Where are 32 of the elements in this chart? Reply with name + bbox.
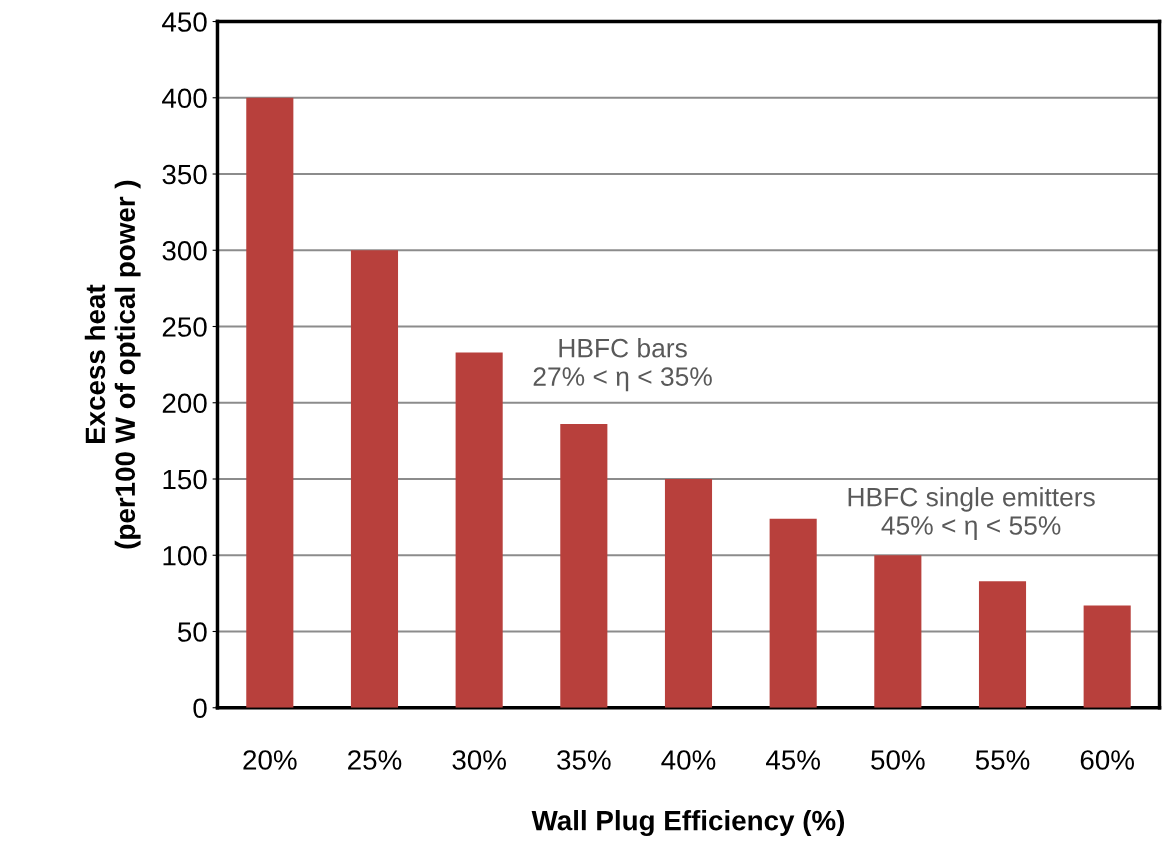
x-tick-label: 45% [766, 750, 820, 770]
bar [769, 518, 817, 708]
y-tick-label: 400 [162, 88, 207, 109]
bar [350, 250, 399, 708]
y-tick-label: 450 [162, 12, 207, 32]
x-tick-label: 55% [975, 750, 1030, 770]
y-tick-label: 100 [163, 545, 207, 566]
y-tick-label: 200 [162, 393, 207, 414]
x-tick-label: 35% [557, 750, 611, 770]
bar [978, 581, 1027, 708]
bar [874, 555, 922, 708]
x-axis-title: Wall Plug Efficiency (%) [531, 810, 845, 837]
bar [1083, 605, 1131, 708]
y-tick-label: 150 [163, 469, 207, 490]
x-tick-label: 60% [1080, 750, 1134, 770]
annotation: HBFC bars 27% < η < 35% [533, 338, 712, 392]
x-tick-label: 50% [871, 750, 925, 770]
bar [664, 479, 713, 708]
bar [560, 424, 608, 708]
annotation: HBFC single emitters 45% < η < 55% [848, 487, 1095, 541]
x-tick-label: 40% [661, 750, 716, 770]
y-tick-label: 300 [162, 240, 207, 261]
x-tick-label: 25% [348, 750, 402, 770]
bar [455, 352, 503, 708]
y-tick-label: 50 [177, 622, 207, 642]
x-tick-label: 30% [452, 750, 506, 770]
x-tick-label: 20% [243, 750, 297, 770]
bar [246, 97, 294, 708]
y-tick-label: 350 [162, 164, 207, 185]
y-axis-title: Excess heat (per100 W of optical power ) [84, 180, 141, 549]
y-tick-label: 0 [193, 698, 207, 719]
y-tick-label: 250 [162, 317, 207, 337]
